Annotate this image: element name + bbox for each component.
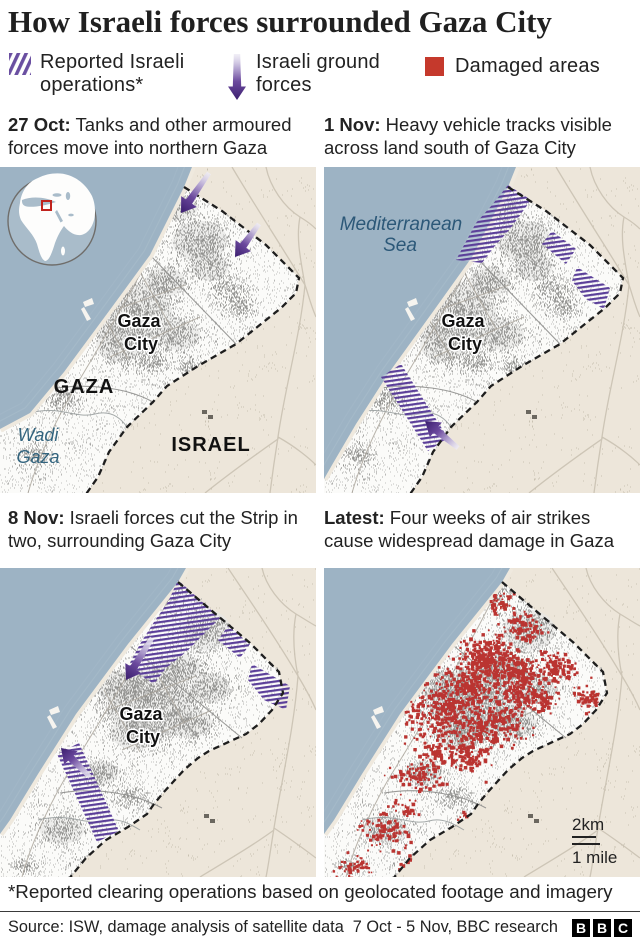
svg-text:Sea: Sea <box>383 235 417 256</box>
svg-text:City: City <box>448 334 482 354</box>
svg-text:Gaza: Gaza <box>117 311 161 331</box>
svg-text:City: City <box>126 727 160 747</box>
svg-text:Gaza: Gaza <box>16 447 59 467</box>
svg-text:ISRAEL: ISRAEL <box>171 434 250 456</box>
svg-text:Gaza: Gaza <box>441 311 485 331</box>
svg-text:City: City <box>124 334 158 354</box>
svg-text:Mediterranean: Mediterranean <box>340 214 463 235</box>
svg-text:Wadi: Wadi <box>18 425 60 445</box>
svg-text:Gaza: Gaza <box>119 704 163 724</box>
svg-text:1 mile: 1 mile <box>572 848 617 867</box>
svg-text:2km: 2km <box>572 815 604 834</box>
svg-text:GAZA: GAZA <box>54 376 115 398</box>
